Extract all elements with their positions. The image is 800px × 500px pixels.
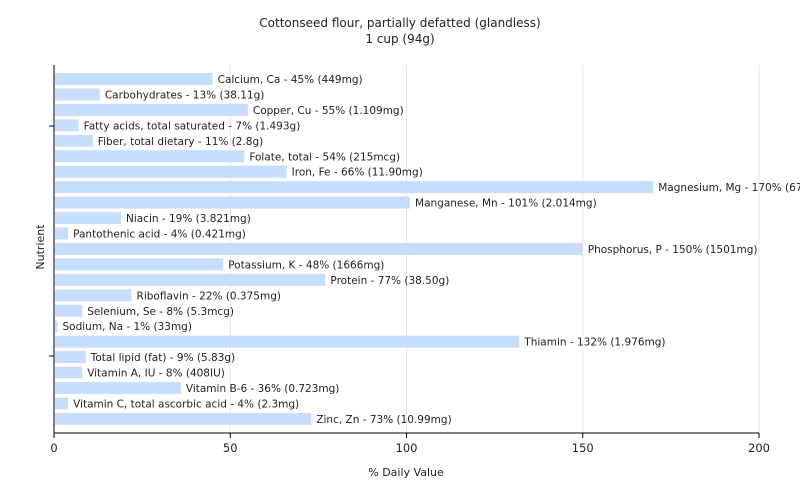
bar xyxy=(55,273,326,286)
chart-title: Cottonseed flour, partially defatted (gl… xyxy=(259,16,540,30)
bar-label: Riboflavin - 22% (0.375mg) xyxy=(137,290,281,302)
bar-label: Manganese, Mn - 101% (2.014mg) xyxy=(415,198,597,210)
bar xyxy=(55,150,245,163)
bar-label: Magnesium, Mg - 170% (678mg) xyxy=(658,182,800,194)
bars xyxy=(55,73,654,425)
bar-label: Sodium, Na - 1% (33mg) xyxy=(63,321,192,333)
bar xyxy=(55,88,100,101)
bar xyxy=(55,119,79,132)
bar-label: Folate, total - 54% (215mcg) xyxy=(249,151,400,163)
bar-label: Total lipid (fat) - 9% (5.83g) xyxy=(90,352,235,364)
bar xyxy=(55,412,312,425)
bar-label: Fiber, total dietary - 11% (2.8g) xyxy=(98,136,263,148)
bar xyxy=(55,304,83,317)
bar-label: Vitamin B-6 - 36% (0.723mg) xyxy=(186,383,340,395)
bar xyxy=(55,165,287,178)
x-tick-label: 200 xyxy=(748,441,770,455)
x-axis-title: % Daily Value xyxy=(368,466,444,479)
bar xyxy=(55,212,121,225)
bar xyxy=(55,289,132,302)
bar-label: Fatty acids, total saturated - 7% (1.493… xyxy=(84,120,301,132)
bar xyxy=(55,366,83,379)
x-tick-labels: 0 50 100 150 200 xyxy=(50,441,770,455)
bar-label: Calcium, Ca - 45% (449mg) xyxy=(218,74,363,86)
bar-label: Niacin - 19% (3.821mg) xyxy=(126,213,251,225)
bar xyxy=(55,320,58,333)
x-tick-label: 50 xyxy=(223,441,238,455)
bar xyxy=(55,335,520,348)
bar-labels: Calcium, Ca - 45% (449mg) Carbohydrates -… xyxy=(63,74,800,426)
bar-label: Carbohydrates - 13% (38.11g) xyxy=(105,89,265,101)
bar-label: Potassium, K - 48% (1666mg) xyxy=(228,259,384,271)
y-axis-title: Nutrient xyxy=(34,224,47,270)
x-tick-label: 100 xyxy=(396,441,418,455)
bar-label: Phosphorus, P - 150% (1501mg) xyxy=(588,244,758,256)
bar-label: Vitamin A, IU - 8% (408IU) xyxy=(87,368,225,380)
bar xyxy=(55,242,583,255)
bar xyxy=(55,258,224,271)
bar-label: Protein - 77% (38.50g) xyxy=(330,275,449,287)
bar xyxy=(55,351,86,364)
bar-label: Selenium, Se - 8% (5.3mcg) xyxy=(87,306,234,318)
bar-label: Thiamin - 132% (1.976mg) xyxy=(523,337,665,349)
bar xyxy=(55,73,213,85)
bar-label: Iron, Fe - 66% (11.90mg) xyxy=(292,167,423,179)
bar xyxy=(55,382,181,394)
bar-label: Zinc, Zn - 73% (10.99mg) xyxy=(316,414,451,426)
x-tick-label: 150 xyxy=(572,441,594,455)
bar-label: Pantothenic acid - 4% (0.421mg) xyxy=(73,229,246,241)
bar xyxy=(55,196,411,209)
bar xyxy=(55,134,93,147)
bar-label: Vitamin C, total ascorbic acid - 4% (2.3… xyxy=(73,398,299,410)
bar xyxy=(55,181,654,194)
chart-subtitle: 1 cup (94g) xyxy=(365,32,434,46)
x-tick-label: 0 xyxy=(50,441,57,455)
bar xyxy=(55,103,248,116)
bar xyxy=(55,397,69,410)
bar xyxy=(55,227,69,240)
axes xyxy=(49,65,760,438)
bar-label: Copper, Cu - 55% (1.109mg) xyxy=(253,105,404,117)
